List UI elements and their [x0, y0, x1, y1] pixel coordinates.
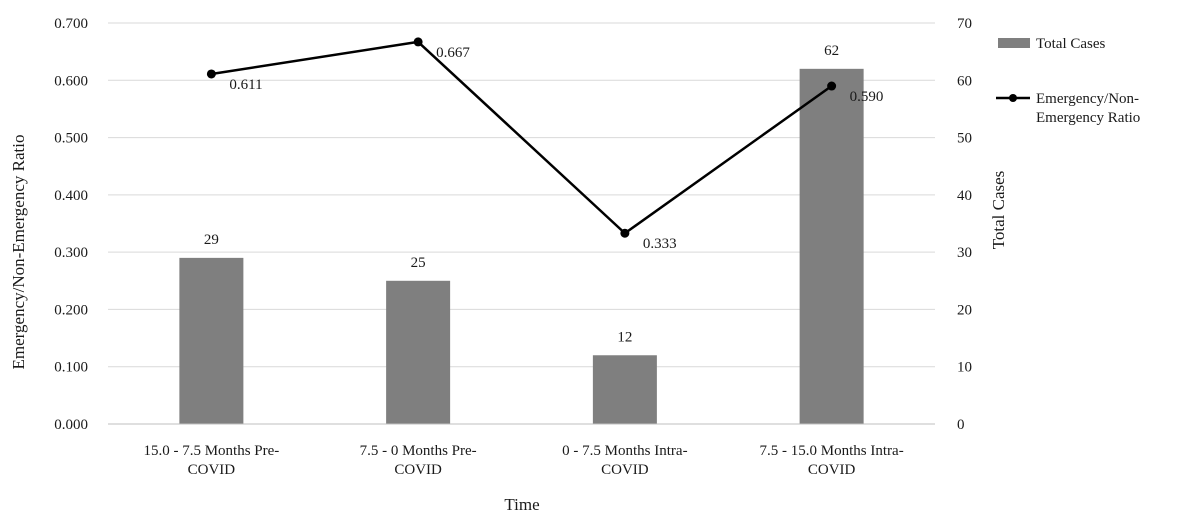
y-tick-label: 0.400 [54, 188, 88, 204]
legend-label-total-cases: Total Cases [1036, 36, 1106, 52]
y2-tick-label: 50 [957, 131, 972, 147]
line-data-label: 0.667 [436, 45, 470, 61]
line-data-label: 0.590 [850, 89, 884, 105]
bar [386, 280, 451, 424]
bar [592, 355, 657, 424]
y-tick-label: 0.500 [54, 131, 88, 147]
bar-series-total-cases [179, 68, 864, 424]
data-labels: 29 25 12 62 0.611 0.667 0.333 0.590 [204, 43, 884, 345]
y-tick-label: 0.700 [54, 16, 88, 32]
x-axis-title: Time [504, 495, 539, 514]
line-data-label: 0.333 [643, 236, 677, 252]
y2-axis-title: Total Cases [989, 171, 1008, 250]
line-marker [206, 69, 216, 79]
y2-tick-label: 20 [957, 302, 972, 318]
legend: Total Cases Emergency/Non-Emergency Rati… [996, 36, 1140, 126]
line-marker [620, 228, 630, 238]
y-tick-label: 0.600 [54, 73, 88, 89]
x-axis: 15.0 - 7.5 Months Pre-COVID 7.5 - 0 Month… [108, 423, 935, 478]
right-y-axis: 0 10 20 30 40 50 60 70 [957, 16, 972, 433]
y-tick-label: 0.300 [54, 245, 88, 261]
y2-tick-label: 0 [957, 417, 965, 433]
y-tick-label: 0.200 [54, 302, 88, 318]
line-marker [413, 37, 423, 47]
bar-data-label: 12 [617, 329, 632, 345]
x-tick-label: 7.5 - 0 Months Pre-COVID [360, 443, 477, 478]
y2-tick-label: 60 [957, 73, 972, 89]
legend-swatch-total-cases [998, 38, 1030, 48]
y-axis-title: Emergency/Non-Emergency Ratio [9, 135, 28, 370]
y2-tick-label: 10 [957, 360, 972, 376]
y2-tick-label: 30 [957, 245, 972, 261]
bar-data-label: 62 [824, 43, 839, 59]
bar [799, 68, 864, 424]
x-tick-label: 7.5 - 15.0 Months Intra-COVID [760, 443, 904, 478]
legend-label-ratio: Emergency/Non-Emergency Ratio [1036, 91, 1140, 126]
legend-swatch-ratio-marker [1009, 94, 1017, 102]
y2-tick-label: 70 [957, 16, 972, 32]
x-tick-label: 15.0 - 7.5 Months Pre-COVID [143, 443, 279, 478]
y2-tick-label: 40 [957, 188, 972, 204]
y-tick-label: 0.000 [54, 417, 88, 433]
ratio-line [211, 40, 833, 235]
x-tick-label: 0 - 7.5 Months Intra-COVID [562, 443, 687, 478]
line-data-label: 0.611 [229, 77, 262, 93]
line-marker [827, 81, 837, 91]
left-y-axis: 0.000 0.100 0.200 0.300 0.400 0.500 0.600 0.700 [54, 16, 88, 433]
y-tick-label: 0.100 [54, 360, 88, 376]
bar-data-label: 29 [204, 232, 219, 248]
bar-data-label: 25 [411, 255, 426, 271]
line-series-ratio [206, 37, 837, 238]
bar [179, 257, 244, 424]
